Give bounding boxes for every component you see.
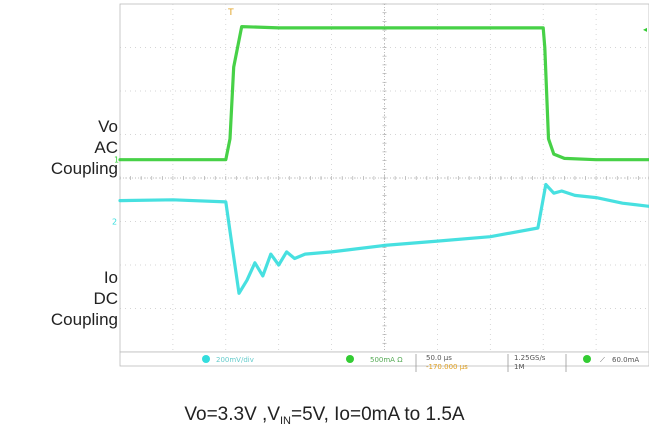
io-label-line: DC xyxy=(93,289,118,308)
caption-text: Vo=3.3V ,V xyxy=(184,404,280,425)
ch1-scale-badge xyxy=(202,355,210,363)
trigger-level-marker: ◂ xyxy=(643,25,647,34)
ch2-ground-marker: 2 xyxy=(112,218,117,227)
trigger-source-badge xyxy=(583,355,591,363)
trigger-position-marker: T xyxy=(227,8,234,18)
vo-label-line: AC xyxy=(94,138,118,157)
vo-label-line: Coupling xyxy=(50,159,118,178)
series-line-ch2 xyxy=(118,182,649,295)
caption-subscript: IN xyxy=(280,415,291,427)
io-label-line: Coupling xyxy=(50,310,118,329)
io-label-line: Io xyxy=(103,268,118,287)
figure-caption: Vo=3.3V ,VIN=5V, Io=0mA to 1.5A xyxy=(0,404,649,427)
trigger-slope-icon: ⟋ xyxy=(600,356,605,364)
ch1-scale-text: 200mV/div xyxy=(216,356,254,364)
series-line-ch1 xyxy=(118,25,649,162)
channel-markers: 1 2 T ◂ xyxy=(112,8,647,227)
ch2-scale-badge xyxy=(346,355,354,363)
status-bar-frame xyxy=(119,351,649,367)
trigger-position-text: -170.000 µs xyxy=(426,363,468,371)
ch2-scale-text: 500mA Ω xyxy=(370,356,403,364)
grid xyxy=(119,3,649,353)
caption-text: =5V, Io=0mA to 1.5A xyxy=(291,404,465,425)
timebase-text: 50.0 µs xyxy=(426,354,452,362)
status-bar: 200mV/div 500mA Ω 50.0 µs -170.000 µs 1.… xyxy=(119,351,649,372)
vo-label: Vo AC Coupling xyxy=(0,116,118,179)
traces xyxy=(118,25,649,295)
vo-label-line: Vo xyxy=(98,117,118,136)
record-length-text: 1M xyxy=(514,363,525,371)
ch1-ground-marker: 1 xyxy=(114,156,119,165)
trigger-level-text: 60.0mA xyxy=(612,356,639,364)
sample-rate-text: 1.25GS/s xyxy=(514,354,546,362)
io-label: Io DC Coupling xyxy=(0,267,118,330)
